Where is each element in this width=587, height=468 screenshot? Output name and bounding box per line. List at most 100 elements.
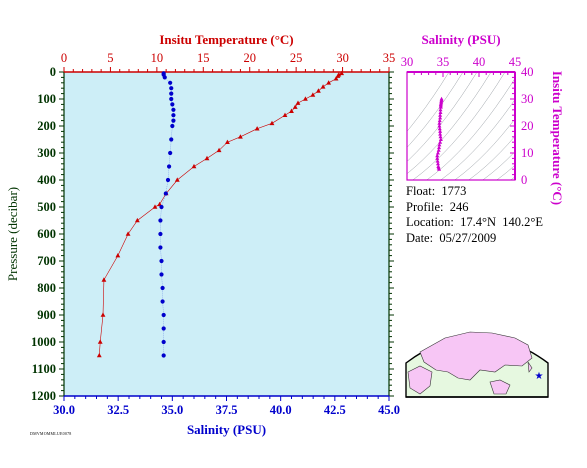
y-tick-label: 900: [37, 308, 56, 322]
temperature-point: [320, 84, 326, 89]
float-value: 1773: [441, 184, 467, 198]
top-tick-label: 25: [290, 51, 303, 65]
salinity-point: [165, 177, 171, 183]
inset-point: [437, 167, 442, 171]
temperature-point: [204, 155, 210, 161]
bottom-axis-title: Salinity (PSU): [187, 422, 266, 437]
inset-x-tick-label: 35: [437, 55, 450, 69]
float-label: Float:: [406, 184, 436, 198]
inset-point: [437, 126, 442, 131]
temperature-point: [333, 76, 339, 81]
inset-point: [435, 158, 440, 163]
salinity-point: [161, 326, 166, 331]
top-tick-label: 35: [383, 51, 396, 65]
temperature-series: [96, 70, 345, 358]
inset-point: [438, 131, 443, 136]
date-value: 05/27/2009: [439, 230, 497, 245]
inset-y-tick-label: 10: [521, 146, 534, 160]
salinity-point: [168, 80, 173, 85]
temperature-point: [225, 139, 230, 144]
y-tick-label: 800: [37, 281, 56, 295]
y-tick-label: 500: [37, 200, 56, 214]
profile-value: 246: [449, 199, 469, 214]
y-tick-label: 400: [37, 173, 56, 187]
top-axis-title: Insitu Temperature (°C): [159, 32, 293, 47]
inset-point: [435, 161, 440, 166]
salinity-series: [158, 71, 176, 358]
inset-point: [435, 156, 440, 160]
inset-point: [438, 115, 443, 120]
temperature-point: [295, 100, 301, 105]
y-tick-label: 600: [37, 227, 56, 241]
temperature-point: [157, 201, 163, 207]
location-value: 17.4°N 140.2°E: [460, 215, 544, 229]
salinity-point: [168, 150, 173, 156]
float-row: Float: 1773: [406, 184, 543, 200]
inset-point: [438, 113, 443, 117]
inset-point: [435, 153, 440, 158]
temperature-point: [310, 92, 316, 97]
temperature-point: [326, 80, 332, 85]
inset-point: [438, 134, 443, 139]
salinity-point: [169, 91, 174, 96]
temperature-point: [335, 73, 341, 78]
bottom-tick-label: 40.0: [270, 403, 292, 417]
inset-point: [437, 145, 442, 150]
x-axis-top: 0 5 10 15 20 25 30 35 Insitu Temperature (°C): [61, 32, 396, 73]
x-axis-bottom: 30.0 32.5 35.0 37.5 40.0 42.5 45.0 Salinity (PS…: [53, 395, 400, 437]
salinity-point: [163, 191, 168, 196]
salinity-point: [159, 204, 164, 210]
temperature-point: [152, 204, 158, 209]
salinity-point: [170, 102, 175, 107]
inset-point: [438, 137, 443, 141]
y-tick-label: 100: [37, 92, 56, 106]
temperature-point: [339, 70, 345, 76]
date-label: Date:: [406, 230, 434, 245]
inset-x-tick-label: 45: [509, 55, 522, 69]
temperature-point: [216, 147, 222, 153]
y-tick-label: 300: [37, 146, 56, 160]
y-tick-label: 0: [50, 65, 56, 79]
profile-label: Profile:: [406, 199, 444, 214]
salinity-point: [161, 312, 166, 318]
salinity-point: [171, 107, 176, 112]
temperature-point: [96, 352, 102, 358]
inset-x-tick-label: 40: [473, 55, 486, 69]
top-tick-label: 30: [336, 51, 349, 65]
temperature-point: [174, 177, 180, 182]
salinity-point: [161, 353, 166, 358]
salinity-point: [162, 75, 167, 80]
salinity-point: [169, 96, 174, 102]
temperature-point: [292, 104, 298, 109]
plot-area: [64, 72, 389, 396]
y-tick-label: 1000: [31, 335, 56, 349]
bottom-tick-label: 30.0: [53, 403, 75, 417]
salinity-point: [159, 258, 164, 264]
salinity-point: [171, 113, 176, 118]
salinity-point: [159, 272, 164, 277]
float-info: Float: 1773 Profile: 246 Location: 17.4°…: [406, 184, 543, 246]
inset-point: [438, 110, 443, 114]
location-label: Location:: [406, 215, 454, 229]
map-japan: [527, 361, 533, 373]
inset-y-title: Insitu Temperature (°C): [550, 71, 565, 205]
temperature-point: [238, 134, 243, 139]
temperature-point: [316, 88, 321, 93]
salinity-point: [158, 245, 163, 250]
inset-point: [437, 118, 442, 123]
salinity-point: [166, 164, 172, 169]
top-tick-label: 20: [243, 51, 256, 65]
inset-point: [438, 129, 443, 133]
inset-point: [438, 107, 443, 112]
y-axis-title: Pressure (decibar): [5, 187, 20, 281]
temperature-point: [254, 126, 260, 131]
top-tick-label: 0: [61, 51, 67, 65]
salinity-point: [160, 285, 165, 291]
temperature-point: [191, 163, 197, 169]
temperature-point: [303, 96, 308, 101]
density-contour: [412, 72, 506, 180]
inset-point: [437, 142, 442, 147]
density-contour: [468, 135, 515, 180]
inset-x-tick-label: 30: [401, 55, 414, 69]
